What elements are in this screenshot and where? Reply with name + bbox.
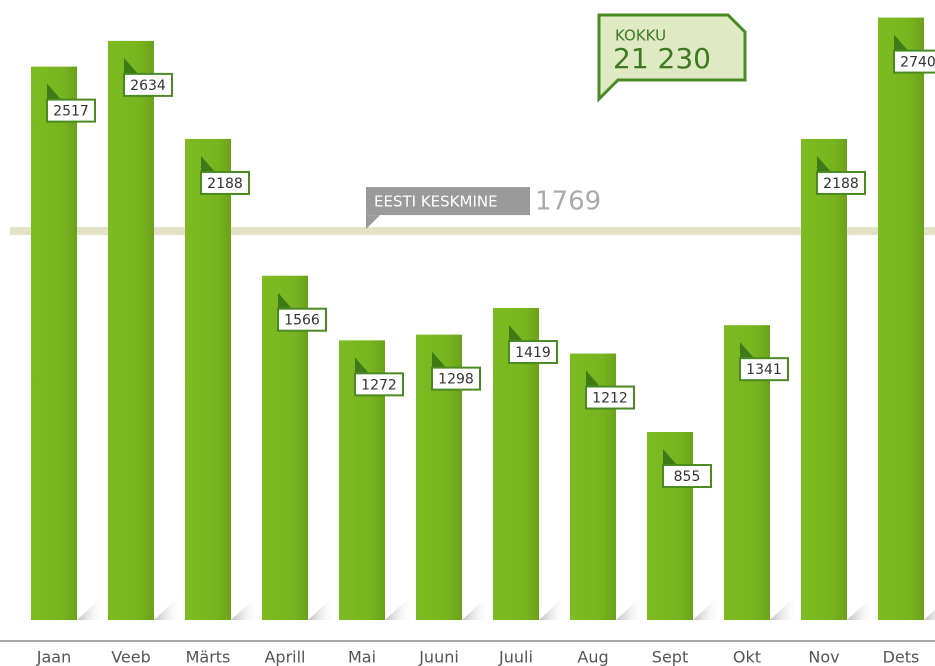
bar-shadow xyxy=(308,594,336,620)
bar-shadow xyxy=(154,594,182,620)
bar-shadow xyxy=(385,594,413,620)
x-tick-label: Dets xyxy=(883,648,920,666)
x-tick-label: Mai xyxy=(348,648,376,666)
value-label: 1212 xyxy=(592,391,628,407)
average-value: 1769 xyxy=(535,187,601,217)
label-notch xyxy=(894,34,908,51)
value-label-box xyxy=(431,366,481,391)
label-notch xyxy=(740,342,754,359)
value-label-box xyxy=(893,49,935,74)
value-label-box xyxy=(277,307,327,332)
average-line xyxy=(10,227,935,236)
label-notch xyxy=(201,155,215,172)
total-box xyxy=(597,13,747,103)
bar-shadow xyxy=(77,594,105,620)
bar-shadow xyxy=(462,594,490,620)
value-label: 2188 xyxy=(823,176,859,192)
value-label-box xyxy=(739,357,789,382)
x-tick-label: Märts xyxy=(186,648,231,666)
label-notch xyxy=(124,57,138,74)
bar-shadow xyxy=(847,594,875,620)
value-label: 2634 xyxy=(130,78,166,94)
bar xyxy=(108,40,154,620)
value-label: 2188 xyxy=(207,176,243,192)
x-tick-label: Jaan xyxy=(36,648,71,666)
label-notch xyxy=(509,325,523,342)
value-label: 1566 xyxy=(284,313,320,329)
label-notch xyxy=(278,292,292,309)
label-notch xyxy=(355,357,369,374)
value-label-box xyxy=(508,340,558,365)
x-tick-label: Juuli xyxy=(498,648,533,666)
x-tick-label: Nov xyxy=(808,648,839,666)
bar-shadow xyxy=(539,594,567,620)
value-label-box xyxy=(816,170,866,195)
bar-shadow xyxy=(231,594,259,620)
bar xyxy=(878,17,924,621)
bar xyxy=(185,138,231,620)
value-label-box xyxy=(585,385,635,410)
average-tag xyxy=(366,187,530,216)
value-label-box xyxy=(354,372,404,397)
total-label: KOKKU xyxy=(615,27,666,45)
value-label: 1298 xyxy=(438,372,474,388)
total-value: 21 230 xyxy=(613,42,711,75)
label-notch xyxy=(47,83,61,100)
x-tick-label: Sept xyxy=(652,648,688,666)
x-tick-label: Veeb xyxy=(111,648,151,666)
label-notch xyxy=(817,155,831,172)
bar xyxy=(801,138,847,620)
value-label: 1341 xyxy=(746,362,782,378)
bar xyxy=(262,275,308,620)
x-tick-label: Aug xyxy=(577,648,608,666)
labels: 2517 Jaan 2634 Veeb 2188 Märts 1566 Aprill 1272 M… xyxy=(36,34,935,666)
value-label-box xyxy=(46,98,96,123)
value-label-box xyxy=(662,464,712,489)
x-tick-label: Okt xyxy=(733,648,761,666)
average-tag-pointer xyxy=(366,215,380,230)
label-notch xyxy=(432,351,446,368)
x-tick-label: Juuni xyxy=(418,648,459,666)
label-notch xyxy=(586,370,600,387)
average-label: EESTI KESKMINE xyxy=(374,193,498,211)
bar-shadow xyxy=(770,594,798,620)
x-tick-label: Aprill xyxy=(264,648,305,666)
bar xyxy=(31,66,77,621)
value-label-box xyxy=(123,72,173,97)
value-label: 855 xyxy=(674,469,701,485)
shadows xyxy=(10,227,935,620)
value-label: 1272 xyxy=(361,377,397,393)
bar-shadow xyxy=(693,594,721,620)
value-label-box xyxy=(200,170,250,195)
bars xyxy=(31,17,924,621)
value-label: 2517 xyxy=(53,104,89,120)
value-label: 2740 xyxy=(900,55,935,71)
bar-shadow xyxy=(924,609,935,620)
label-notch xyxy=(663,449,677,466)
bar-shadow xyxy=(616,594,644,620)
value-label: 1419 xyxy=(515,345,551,361)
